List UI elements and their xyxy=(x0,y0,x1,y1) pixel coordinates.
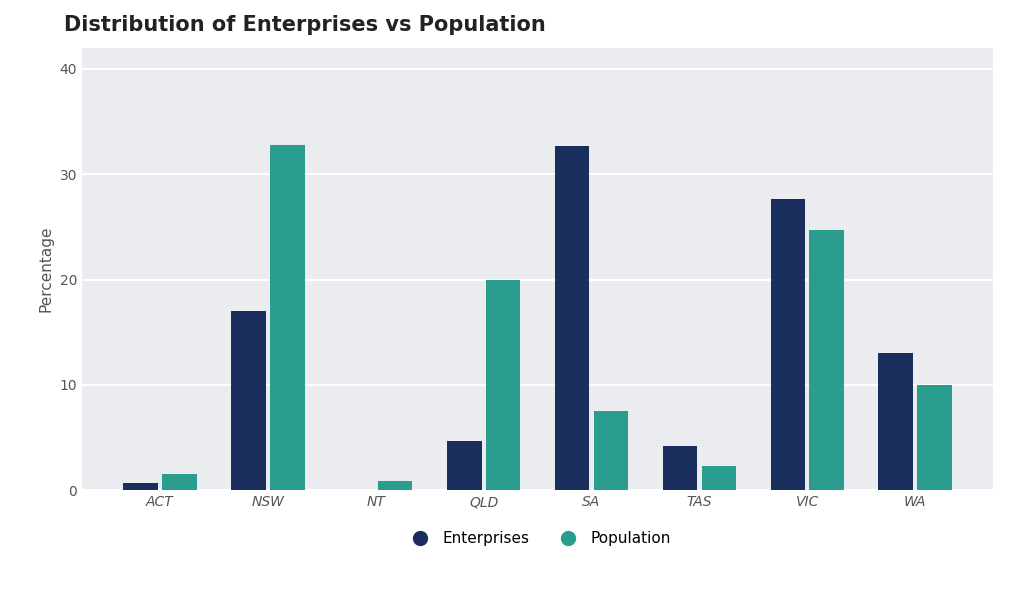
Bar xyxy=(270,145,304,490)
Bar xyxy=(771,199,805,490)
Bar xyxy=(162,474,197,490)
Bar xyxy=(809,230,844,490)
Y-axis label: Percentage: Percentage xyxy=(39,226,54,312)
Bar xyxy=(485,280,520,490)
Bar xyxy=(879,353,913,490)
Bar xyxy=(594,411,628,490)
Text: Distribution of Enterprises vs Population: Distribution of Enterprises vs Populatio… xyxy=(63,15,546,35)
Bar xyxy=(555,146,590,490)
Bar xyxy=(701,466,736,490)
Bar xyxy=(378,481,413,490)
Bar xyxy=(231,311,266,490)
Legend: Enterprises, Population: Enterprises, Population xyxy=(396,523,679,554)
Bar xyxy=(918,385,952,490)
Bar xyxy=(123,483,158,490)
Bar xyxy=(447,441,481,490)
Bar xyxy=(663,446,697,490)
